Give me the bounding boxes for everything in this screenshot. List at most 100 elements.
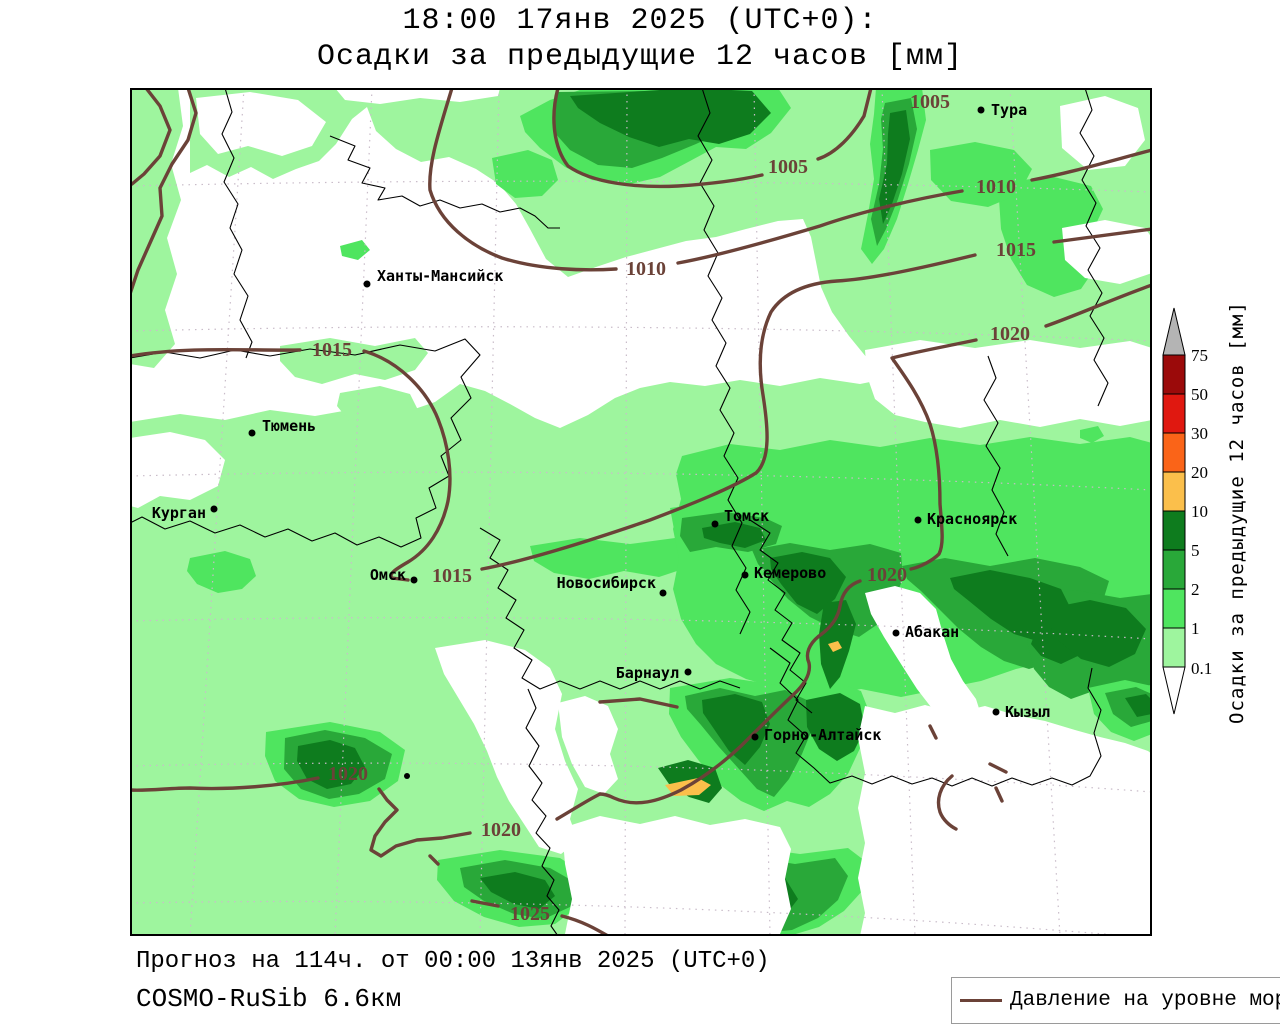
city-krasnoyarsk: Красноярск bbox=[914, 510, 1017, 528]
map-area: 1005 1005 1010 1010 1015 1015 1015 1020 … bbox=[128, 86, 1154, 939]
isobar-label: 1015 bbox=[312, 339, 352, 361]
city-kurgan: Курган bbox=[152, 504, 218, 522]
isobar-fragment bbox=[936, 774, 958, 831]
isobar-1020-f bbox=[128, 776, 320, 792]
city-novosibirsk: Новосибирск bbox=[557, 574, 667, 597]
colorbar-scale: 75 50 30 20 10 5 2 1 0.1 bbox=[1162, 307, 1212, 715]
colorbar-band-1-2 bbox=[1162, 588, 1186, 629]
isobar-1010-a bbox=[428, 86, 618, 272]
city-tura: Тура bbox=[977, 101, 1027, 119]
city-dot bbox=[892, 629, 900, 637]
isobar-label: 1015 bbox=[432, 565, 472, 587]
colorbar-tick: 75 bbox=[1191, 346, 1208, 365]
colorbar: 75 50 30 20 10 5 2 1 0.1 bbox=[1155, 300, 1280, 730]
isobar-label: 1020 bbox=[328, 763, 368, 785]
colorbar-band-30-50 bbox=[1162, 393, 1186, 434]
forecast-info: Прогноз на 114ч. от 00:00 13янв 2025 (UT… bbox=[136, 948, 770, 975]
colorbar-band-2-5 bbox=[1162, 549, 1186, 590]
city-kyzyl: Кызыл bbox=[992, 703, 1050, 721]
city-label: Кызыл bbox=[1005, 703, 1050, 721]
isobar-label: 1020 bbox=[867, 564, 907, 586]
city-tyumen: Тюмень bbox=[248, 417, 316, 437]
city-dot-unlabeled bbox=[404, 773, 410, 779]
isobar-1020-e bbox=[369, 787, 472, 858]
isobar-fragment bbox=[988, 762, 1008, 774]
city-dot bbox=[751, 733, 759, 741]
isobar-label: 1025 bbox=[510, 903, 550, 925]
isobar-label: 1015 bbox=[996, 239, 1036, 261]
isobar-1010-b bbox=[676, 189, 964, 265]
city-omsk: Омск bbox=[370, 566, 418, 584]
city-barnaul: Барнаул bbox=[616, 664, 692, 682]
isobar-1015-a bbox=[128, 347, 302, 358]
colorbar-axis-label: Осадки за предыдущие 12 часов [мм] bbox=[1226, 301, 1248, 724]
pressure-legend-box: Давление на уровне моря bbox=[951, 977, 1280, 1024]
isobar-fragment bbox=[598, 697, 679, 709]
colorbar-tick: 1 bbox=[1191, 619, 1200, 638]
isobar-1015-d bbox=[1052, 227, 1154, 244]
isobar-1020-b bbox=[890, 338, 978, 571]
isobar-label: 1010 bbox=[626, 258, 666, 280]
isobar-lines bbox=[128, 86, 1154, 938]
city-dot bbox=[914, 516, 922, 524]
city-label: Горно-Алтайск bbox=[764, 726, 881, 744]
city-dot bbox=[992, 708, 1000, 716]
city-dot bbox=[248, 429, 256, 437]
precip-corner-se bbox=[1088, 680, 1152, 741]
isobar-1005-loop-e bbox=[816, 86, 873, 161]
city-gorno-altaysk: Горно-Алтайск bbox=[751, 726, 881, 744]
colorbar-tick: 5 bbox=[1191, 541, 1200, 560]
isobar-label: 1005 bbox=[910, 91, 950, 113]
colorbar-tick: 10 bbox=[1191, 502, 1208, 521]
city-label: Абакан bbox=[905, 623, 959, 641]
isobar-fragment bbox=[928, 724, 938, 740]
city-dot bbox=[363, 280, 371, 288]
isobar-label: 1020 bbox=[481, 819, 521, 841]
city-dot bbox=[711, 520, 719, 528]
pressure-line-sample bbox=[960, 999, 1002, 1002]
colorbar-tick: 50 bbox=[1191, 385, 1208, 404]
city-dot bbox=[741, 571, 749, 579]
isobar-1020-a bbox=[1044, 283, 1154, 328]
admin-borders bbox=[129, 87, 1109, 937]
isobar-fragment bbox=[994, 786, 1004, 803]
city-abakan: Абакан bbox=[892, 623, 959, 641]
city-label: Омск bbox=[370, 566, 406, 584]
city-khanty-mansiysk: Ханты-Мансийск bbox=[363, 267, 503, 288]
colorbar-tick: 2 bbox=[1191, 580, 1200, 599]
isobar-1020-d bbox=[555, 792, 602, 821]
isobar-fragment bbox=[428, 854, 440, 866]
precip-area-5-10 bbox=[297, 88, 1146, 929]
city-dot bbox=[410, 576, 418, 584]
isobar-label: 1020 bbox=[990, 323, 1030, 345]
city-label: Томск bbox=[724, 507, 769, 525]
city-label: Курган bbox=[152, 504, 206, 522]
city-dot bbox=[977, 106, 985, 114]
colorbar-arrow-below bbox=[1162, 666, 1186, 715]
colorbar-band-10-20 bbox=[1162, 471, 1186, 512]
dry-areas bbox=[130, 88, 1152, 936]
city-markers: Тура Ханты-Мансийск Тюмень Курган Омск Т… bbox=[152, 101, 1050, 779]
precipitation-map: 1005 1005 1010 1010 1015 1015 1015 1020 … bbox=[128, 86, 1154, 939]
city-label: Ханты-Мансийск bbox=[377, 267, 503, 285]
city-tomsk: Томск bbox=[711, 507, 769, 528]
title-variable: Осадки за предыдущие 12 часов [мм] bbox=[316, 40, 964, 74]
colorbar-band-50-75 bbox=[1162, 354, 1186, 395]
city-dot bbox=[684, 668, 692, 676]
isobar-1010-c bbox=[1030, 148, 1154, 182]
city-dot bbox=[210, 505, 218, 513]
isobar-1000-a bbox=[130, 86, 172, 186]
city-label: Барнаул bbox=[616, 664, 679, 682]
city-label: Красноярск bbox=[927, 510, 1017, 528]
colorbar-tick: 30 bbox=[1191, 424, 1208, 443]
isobar-1000-b bbox=[128, 86, 198, 296]
isobar-label: 1010 bbox=[976, 176, 1016, 198]
city-label: Тюмень bbox=[262, 417, 316, 435]
isobar-1015-b bbox=[362, 349, 452, 582]
city-label: Кемерово bbox=[754, 564, 826, 582]
isobar-labels: 1005 1005 1010 1010 1015 1015 1015 1020 … bbox=[312, 91, 1036, 925]
isobar-1020-c bbox=[598, 579, 862, 805]
chart-title: 18:00 17янв 2025 (UTC+0): Осадки за пред… bbox=[0, 4, 1280, 74]
colorbar-tick: 0.1 bbox=[1191, 659, 1212, 678]
colorbar-band-01-1 bbox=[1162, 627, 1186, 668]
